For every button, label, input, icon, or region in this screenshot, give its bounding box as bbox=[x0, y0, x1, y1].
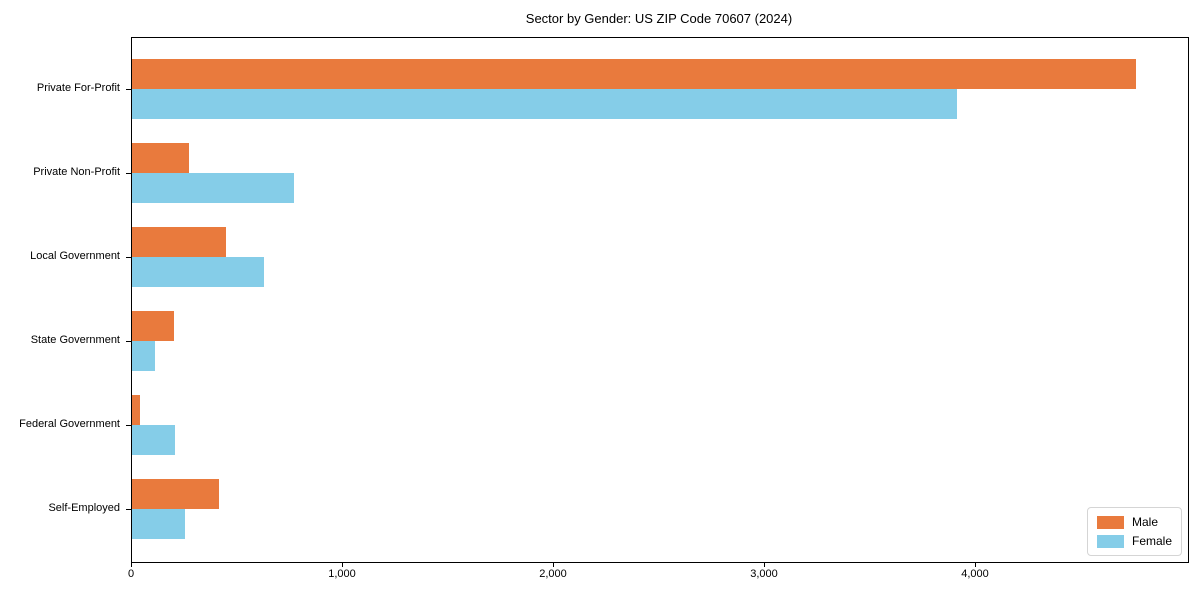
bar-female-local-government bbox=[132, 257, 264, 287]
y-axis-tick bbox=[126, 173, 131, 174]
x-axis-tick bbox=[342, 562, 343, 567]
bar-female-private-for-profit bbox=[132, 89, 957, 119]
y-axis-tick bbox=[126, 509, 131, 510]
bar-female-federal-government bbox=[132, 425, 175, 455]
x-axis-tick bbox=[764, 562, 765, 567]
bar-female-self-employed bbox=[132, 509, 185, 539]
legend-label-female: Female bbox=[1131, 534, 1172, 548]
y-axis-tick bbox=[126, 341, 131, 342]
legend-label-male: Male bbox=[1131, 515, 1158, 529]
bar-male-private-for-profit bbox=[132, 59, 1136, 89]
legend-item-male: Male bbox=[1096, 515, 1172, 529]
y-axis-tick bbox=[126, 89, 131, 90]
bar-male-local-government bbox=[132, 227, 226, 257]
legend-swatch-male bbox=[1096, 515, 1124, 529]
y-tick-label-state-government: State Government bbox=[30, 334, 120, 346]
bar-female-private-non-profit bbox=[132, 173, 294, 203]
legend-item-female: Female bbox=[1096, 534, 1172, 548]
x-tick-label-4-000: 4,000 bbox=[961, 568, 989, 580]
y-tick-label-local-government: Local Government bbox=[30, 250, 120, 262]
x-axis-tick bbox=[131, 562, 132, 567]
x-axis-tick bbox=[975, 562, 976, 567]
chart-title: Sector by Gender: US ZIP Code 70607 (202… bbox=[525, 11, 793, 26]
bar-male-private-non-profit bbox=[132, 143, 189, 173]
y-tick-label-self-employed: Self-Employed bbox=[48, 502, 120, 514]
y-tick-label-federal-government: Federal Government bbox=[19, 418, 120, 430]
chart-legend: Male Female bbox=[1086, 507, 1182, 556]
x-tick-label-1-000: 1,000 bbox=[328, 568, 356, 580]
y-tick-label-private-non-profit: Private Non-Profit bbox=[33, 166, 120, 178]
bar-male-self-employed bbox=[132, 479, 219, 509]
legend-swatch-female bbox=[1096, 534, 1124, 548]
bar-male-federal-government bbox=[132, 395, 140, 425]
y-axis-tick bbox=[126, 257, 131, 258]
x-tick-label-2-000: 2,000 bbox=[539, 568, 567, 580]
y-tick-label-private-for-profit: Private For-Profit bbox=[36, 82, 120, 94]
bar-male-state-government bbox=[132, 311, 174, 341]
x-axis-tick bbox=[553, 562, 554, 567]
plot-area: Male Female bbox=[131, 37, 1189, 563]
x-tick-label-0: 0 bbox=[127, 568, 135, 580]
x-tick-label-3-000: 3,000 bbox=[750, 568, 778, 580]
y-axis-tick bbox=[126, 425, 131, 426]
bar-female-state-government bbox=[132, 341, 155, 371]
